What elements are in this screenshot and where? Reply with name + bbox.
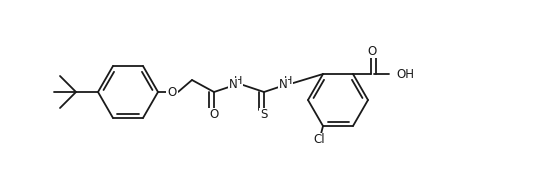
Text: N: N <box>229 79 237 92</box>
Text: OH: OH <box>396 68 414 80</box>
Text: H: H <box>284 76 292 86</box>
Text: N: N <box>279 79 287 92</box>
Text: H: H <box>234 76 242 86</box>
Text: O: O <box>167 85 177 98</box>
Text: O: O <box>367 45 377 58</box>
Text: O: O <box>209 108 218 122</box>
Text: Cl: Cl <box>313 133 325 146</box>
Text: S: S <box>260 108 268 122</box>
